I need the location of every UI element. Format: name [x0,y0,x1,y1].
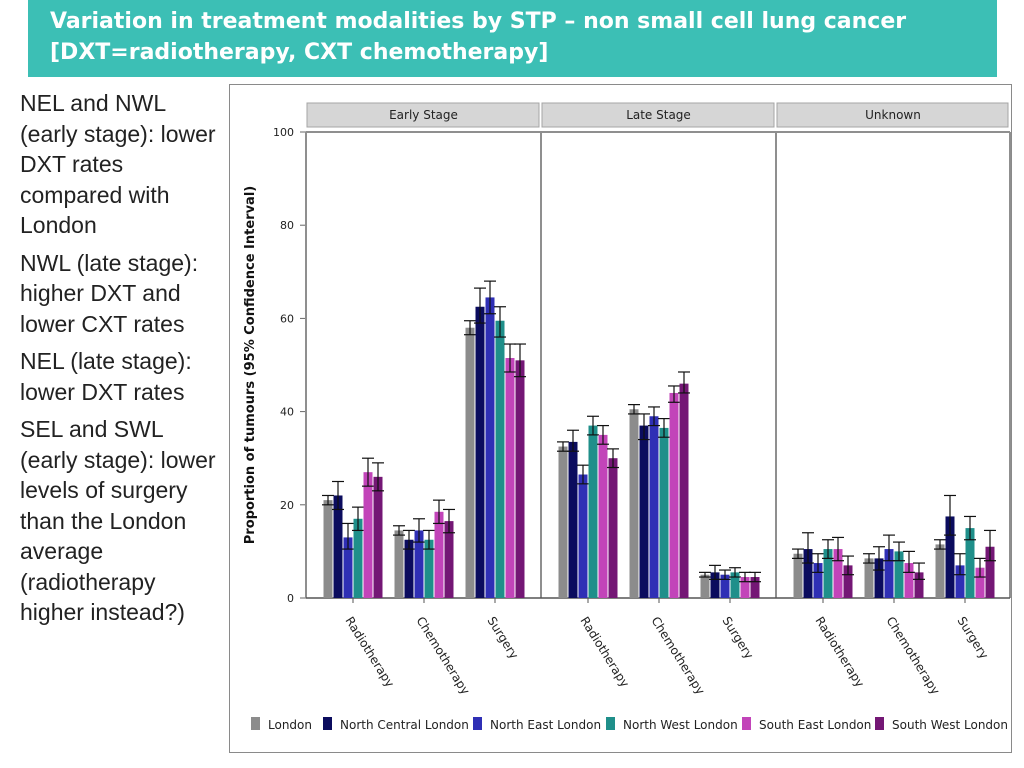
legend-label: North Central London [340,718,469,732]
bar [823,549,833,598]
bar [894,551,904,598]
bar [434,511,444,598]
bar [955,565,965,598]
legend-label: South East London [759,718,871,732]
panel-strip [541,102,775,128]
x-tick-label: Radiotherapy [342,614,396,690]
bar [720,574,730,598]
x-tick-label: Surgery [484,614,521,661]
bar [833,549,843,598]
bar [639,425,649,598]
panel-title: Late Stage [626,108,691,122]
panel-title: Unknown [865,108,921,122]
bar [649,416,659,598]
bar [505,358,515,598]
bar [679,383,689,598]
panel-strip [776,102,1009,128]
bar [710,572,720,598]
y-tick-label: 0 [287,592,294,605]
bar [793,553,803,598]
findings-list: NEL and NWL (early stage): lower DXT rat… [20,88,225,635]
bar [373,476,383,598]
bar [568,441,578,598]
y-tick-label: 40 [280,406,294,419]
x-tick-label: Radiotherapy [577,614,631,690]
bar [414,530,424,598]
bar [333,495,343,598]
legend-label: North West London [623,718,738,732]
bar [495,320,505,598]
bar [843,565,853,598]
bar [914,572,924,598]
bar [629,409,639,598]
finding-item: NWL (late stage): higher DXT and lower C… [20,249,199,337]
bar [945,516,955,598]
finding-item: SEL and SWL (early stage): lower levels … [20,416,216,625]
x-tick-label: Chemotherapy [883,614,942,697]
panel-title: Early Stage [389,108,458,122]
finding-item: NEL (late stage): lower DXT rates [20,348,192,405]
bar [864,558,874,598]
bar [465,327,475,598]
x-tick-label: Chemotherapy [413,614,472,697]
legend-swatch [323,717,332,730]
bar [598,434,608,598]
legend-label: South West London [892,718,1008,732]
x-tick-label: Surgery [954,614,991,661]
bar [813,563,823,598]
bar [730,572,740,598]
bar [874,558,884,598]
title-banner: Variation in treatment modalities by STP… [28,0,997,77]
x-tick-label: Radiotherapy [812,614,866,690]
bar-chart: Proportion of tumours (95% Confidence In… [243,102,1011,732]
legend-swatch [251,717,260,730]
finding-item: NEL and NWL (early stage): lower DXT rat… [20,90,216,238]
bar [884,549,894,598]
bar [578,474,588,598]
bar [394,530,404,598]
bar [424,539,434,598]
bar [935,544,945,598]
bar [323,500,333,598]
legend-swatch [606,717,615,730]
legend-swatch [473,717,482,730]
bar [444,521,454,598]
bar [975,567,985,598]
bar [608,458,618,598]
bar [659,427,669,598]
panel-strip [306,102,540,128]
y-tick-label: 80 [280,219,294,232]
y-tick-label: 20 [280,499,294,512]
bar [363,472,373,598]
x-tick-label: Surgery [719,614,756,661]
bar [558,446,568,598]
bar [475,306,485,598]
y-axis-label: Proportion of tumours (95% Confidence In… [243,186,258,544]
legend-label: London [268,718,312,732]
bar [404,539,414,598]
bar [343,537,353,598]
y-tick-label: 60 [280,312,294,325]
x-tick-label: Chemotherapy [648,614,707,697]
legend-label: North East London [490,718,601,732]
bar [750,577,760,598]
bar [965,528,975,598]
bar [669,392,679,598]
legend-swatch [742,717,751,730]
bar [588,425,598,598]
slide-title: Variation in treatment modalities by STP… [50,9,907,65]
legend-swatch [875,717,884,730]
bar [353,518,363,598]
bar [700,574,710,598]
bar [515,360,525,598]
bar [740,577,750,598]
bar [485,297,495,598]
y-tick-label: 100 [273,126,294,139]
chart-frame: Proportion of tumours (95% Confidence In… [229,84,1012,753]
bar [803,549,813,598]
bar [985,546,995,598]
bar [904,563,914,598]
